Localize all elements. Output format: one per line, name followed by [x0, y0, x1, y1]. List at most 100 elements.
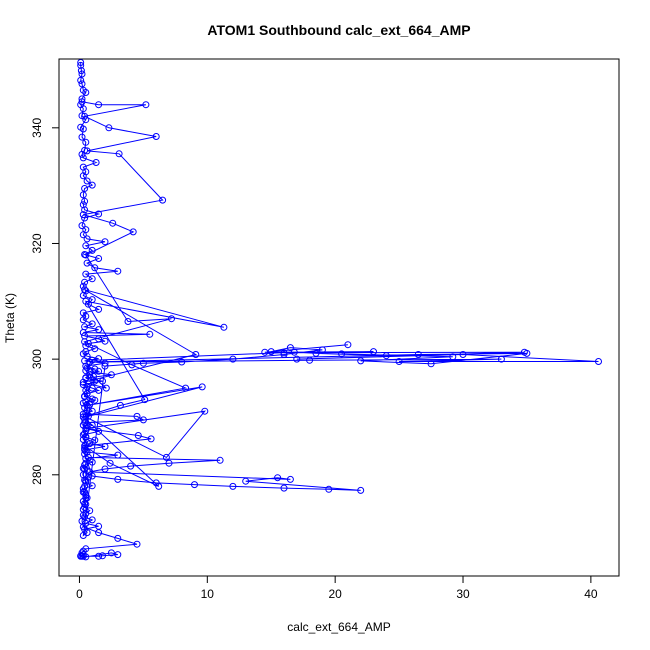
data-point	[81, 357, 89, 365]
data-point	[95, 386, 103, 394]
data-point	[523, 349, 531, 357]
x-tick-label: 20	[328, 587, 342, 601]
data-point	[81, 338, 89, 346]
data-point	[115, 150, 123, 158]
data-point	[95, 529, 103, 537]
y-axis-label: Theta (K)	[3, 293, 17, 343]
data-point	[178, 358, 186, 366]
data-point	[79, 532, 87, 539]
data-point	[83, 259, 91, 267]
data-point	[79, 201, 87, 209]
data-point	[91, 436, 99, 444]
data-point	[81, 461, 89, 469]
data-point	[95, 305, 103, 313]
data-point	[155, 482, 163, 490]
series-layer	[77, 59, 602, 561]
data-point	[357, 357, 365, 365]
data-point	[101, 238, 109, 246]
data-point	[101, 362, 109, 370]
y-tick-label: 320	[30, 233, 44, 253]
data-point	[201, 407, 209, 415]
data-point	[92, 159, 100, 166]
data-point	[79, 488, 87, 496]
data-point	[79, 350, 87, 358]
data-point	[79, 471, 87, 479]
data-point	[293, 355, 301, 363]
data-point	[107, 549, 115, 557]
x-tick-label: 0	[76, 587, 83, 601]
data-point	[81, 286, 89, 294]
data-point	[95, 101, 103, 109]
data-point	[105, 124, 113, 132]
data-point	[198, 383, 206, 391]
data-point	[79, 413, 87, 421]
data-point	[83, 401, 91, 409]
data-point	[79, 523, 87, 531]
data-point	[79, 211, 87, 219]
data-point	[101, 465, 109, 473]
data-point	[79, 172, 87, 180]
data-point	[357, 486, 365, 494]
data-point	[79, 378, 87, 386]
data-point	[459, 351, 467, 358]
data-point	[395, 358, 403, 365]
data-point	[82, 413, 90, 421]
data-point	[128, 361, 136, 369]
data-point	[242, 477, 250, 485]
data-point	[81, 185, 89, 192]
data-point	[82, 89, 90, 96]
data-point	[133, 540, 141, 548]
data-point	[81, 206, 89, 214]
data-point	[82, 362, 90, 370]
data-point	[88, 275, 96, 283]
data-point	[162, 453, 170, 461]
data-point	[147, 435, 155, 443]
data-point	[139, 359, 147, 367]
data-point	[81, 197, 89, 205]
data-point	[88, 482, 96, 490]
data-point	[286, 344, 294, 352]
data-point	[79, 154, 87, 162]
data-point	[95, 255, 103, 262]
data-point	[81, 112, 89, 120]
data-point	[82, 425, 90, 432]
data-point	[216, 456, 224, 464]
data-point	[595, 358, 602, 365]
data-point	[79, 191, 87, 199]
data-point	[78, 70, 86, 78]
data-point	[88, 516, 96, 524]
data-point	[78, 112, 86, 120]
y-tick-label: 340	[30, 117, 44, 137]
data-point	[168, 315, 175, 323]
data-point	[325, 485, 333, 493]
data-point	[220, 323, 228, 331]
x-axis: 0 10 20 30 40	[76, 575, 598, 601]
data-point	[280, 484, 288, 492]
data-point	[109, 219, 117, 227]
data-point	[95, 326, 103, 334]
data-point	[192, 351, 200, 358]
data-point	[82, 138, 90, 146]
data-point	[77, 67, 85, 75]
data-point	[79, 105, 87, 113]
data-point	[133, 412, 141, 420]
data-point	[114, 534, 122, 542]
data-point	[91, 264, 99, 272]
data-point	[152, 133, 160, 140]
data-point	[82, 553, 90, 561]
data-point	[88, 421, 96, 429]
data-point	[99, 552, 106, 560]
data-point	[79, 231, 87, 239]
data-point	[290, 348, 298, 356]
data-point	[229, 482, 237, 490]
data-point	[95, 552, 103, 560]
data-point	[88, 384, 96, 392]
data-point	[306, 356, 314, 364]
data-point	[114, 475, 122, 483]
data-point	[101, 359, 109, 367]
data-point	[102, 384, 110, 392]
x-axis-label: calc_ext_664_AMP	[287, 620, 390, 634]
chart-title: ATOM1 Southbound calc_ext_664_AMP	[207, 22, 470, 38]
data-point	[286, 475, 294, 483]
data-point	[79, 125, 87, 133]
